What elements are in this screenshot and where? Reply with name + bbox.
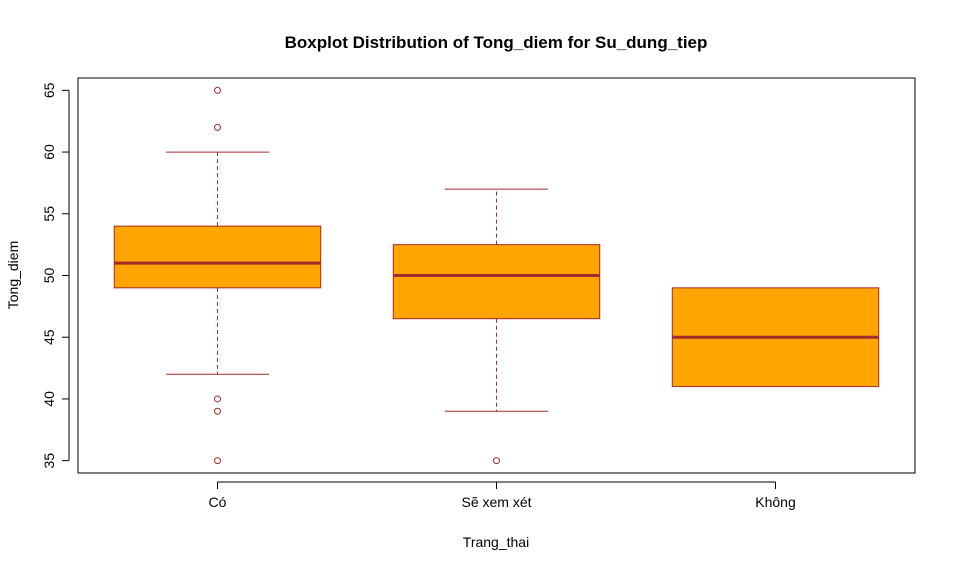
- y-tick-label: 40: [41, 391, 57, 407]
- plot-frame: [77, 77, 916, 474]
- y-tick-label: 35: [41, 453, 57, 469]
- box-1: [113, 86, 322, 465]
- y-tick-label: 60: [41, 144, 57, 160]
- chart-title: Boxplot Distribution of Tong_diem for Su…: [285, 33, 708, 52]
- outlier-point: [214, 407, 221, 415]
- outlier-point: [214, 457, 221, 465]
- y-tick-label: 65: [41, 82, 57, 98]
- y-tick-label: 50: [41, 268, 57, 284]
- box-3: [671, 287, 880, 388]
- box-rect: [392, 244, 601, 320]
- x-axis-label: Trang_thai: [463, 534, 529, 550]
- y-tick-label: 45: [41, 329, 57, 345]
- outlier-point: [214, 395, 221, 403]
- outlier-point: [493, 457, 500, 465]
- box-2: [392, 188, 601, 465]
- x-tick-label: Không: [755, 494, 795, 510]
- x-axis: Có Sẽ xem xét Không: [209, 481, 796, 510]
- outlier-point: [214, 86, 221, 94]
- box-rect: [113, 225, 322, 289]
- y-axis-label: Tong_diem: [5, 241, 21, 310]
- x-tick-label: Sẽ xem xét: [461, 494, 531, 510]
- y-axis: 35 40 45 50 55 60 65: [41, 82, 70, 469]
- outlier-point: [214, 123, 221, 131]
- y-tick-label: 55: [41, 206, 57, 222]
- x-tick-label: Có: [209, 494, 227, 510]
- box-group: [113, 86, 880, 465]
